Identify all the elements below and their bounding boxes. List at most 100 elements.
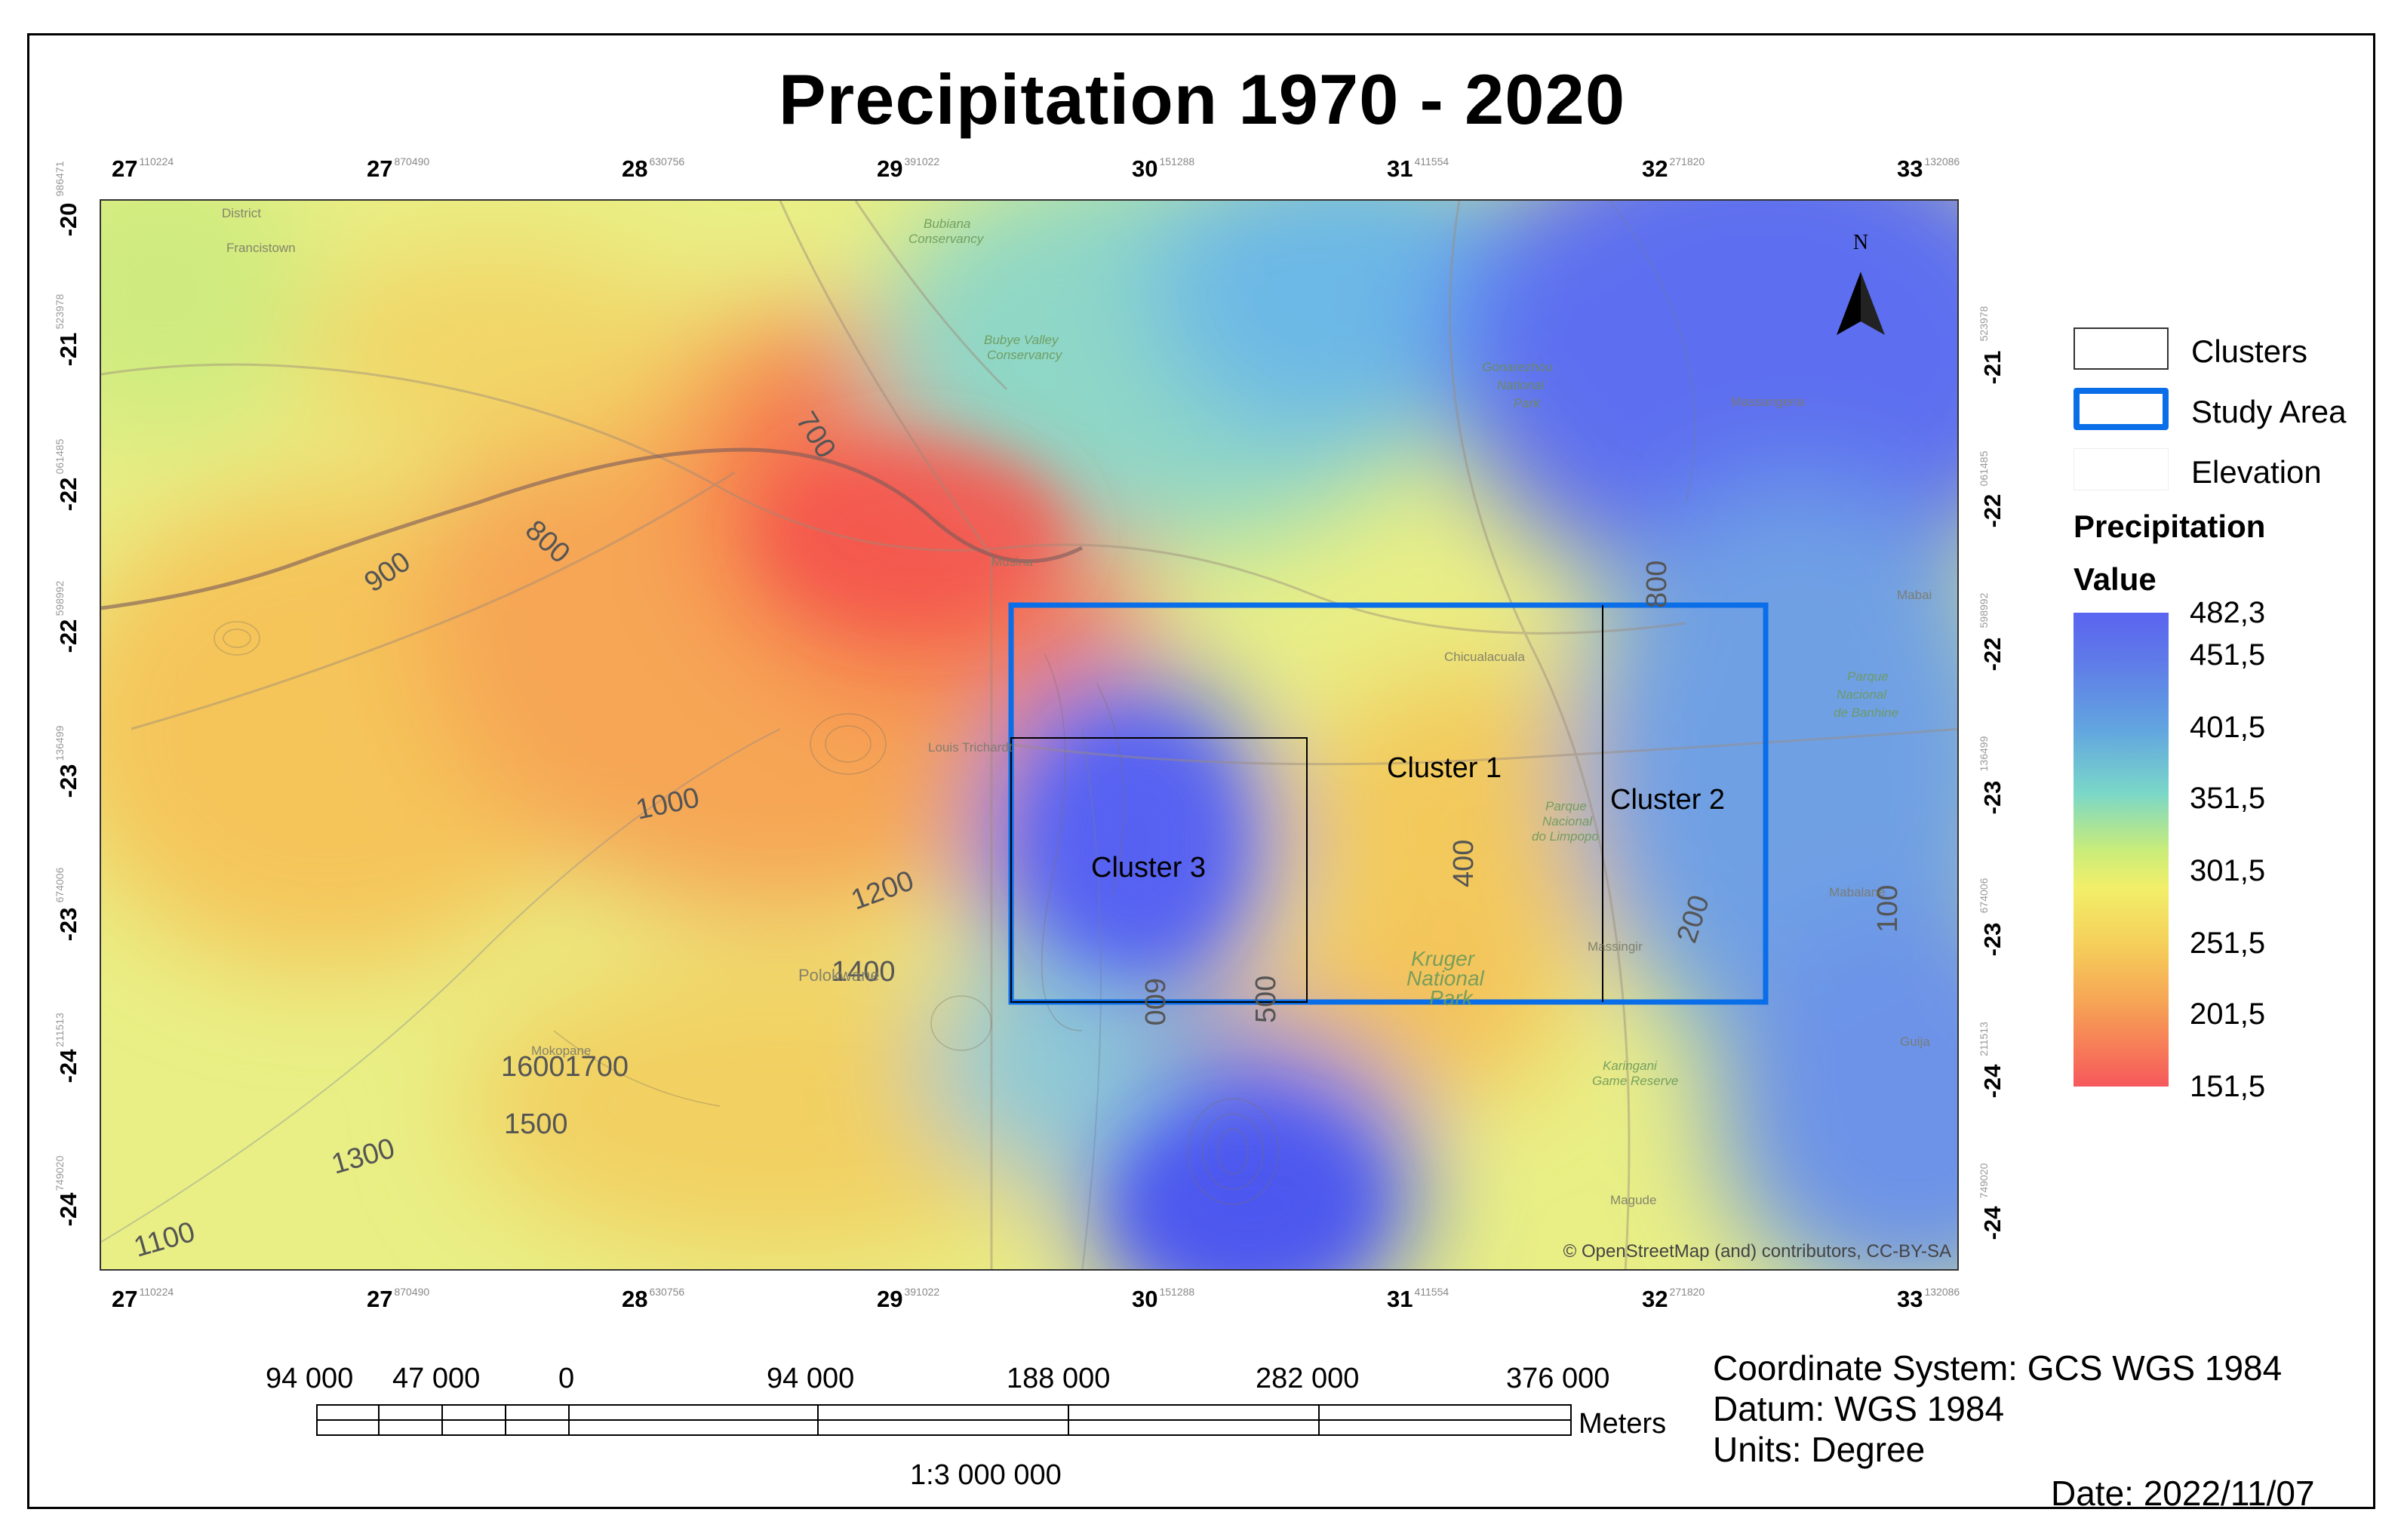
place-label: Parque	[1545, 799, 1587, 813]
place-label: Bubiana	[924, 217, 970, 231]
ramp-label: 251,5	[2190, 927, 2266, 960]
right-tick-sub: 523978	[1978, 306, 1990, 342]
place-label: Francistown	[226, 241, 296, 255]
scale-label: 47 000	[392, 1363, 481, 1394]
legend-heading-precipitation: Precipitation	[2074, 509, 2266, 544]
legend-label-clusters: Clusters	[2191, 334, 2308, 369]
date: Date: 2022/11/07	[2051, 1474, 2315, 1513]
cluster-2-label: Cluster 2	[1610, 784, 1725, 816]
contour-label: 400	[1448, 840, 1480, 887]
elevation-contours	[214, 621, 1279, 1205]
place-label: Conservancy	[987, 348, 1063, 362]
bottom-tick: 30 151288	[1132, 1286, 1195, 1312]
scale-bar-graphic	[316, 1404, 1572, 1436]
place-label: Louis Trichardt	[928, 740, 1013, 755]
place-label: Massingir	[1588, 939, 1643, 954]
ramp-label: 451,5	[2190, 638, 2266, 672]
ramp-label: 301,5	[2190, 854, 2266, 887]
left-tick-sub: 523978	[54, 294, 66, 330]
legend-heading-value: Value	[2074, 561, 2157, 597]
place-label: Massangena	[1731, 395, 1805, 409]
place-label: Parque	[1847, 669, 1889, 684]
map-frame	[27, 33, 2375, 1509]
contour-label: 100	[1872, 885, 1904, 933]
place-label: Mokopane	[531, 1044, 591, 1058]
left-tick-sub: 674006	[54, 867, 66, 903]
scale-label: 94 000	[767, 1363, 855, 1394]
scale-label: 188 000	[1007, 1363, 1111, 1394]
precipitation-color-ramp	[2074, 613, 2169, 1087]
top-tick: 28 630756	[622, 155, 685, 182]
top-tick: 27 870490	[367, 155, 430, 182]
clusters-swatch	[2074, 327, 2169, 370]
top-tick: 29 391022	[877, 155, 940, 182]
right-tick-sub: 211513	[1978, 1022, 1990, 1056]
place-label: Park	[1429, 986, 1474, 1010]
place-label: Chicualacuala	[1444, 650, 1525, 664]
place-label: Game Reserve	[1592, 1074, 1678, 1088]
cluster-3-boundary	[1010, 737, 1308, 1003]
contour-label: 1400	[832, 956, 896, 988]
units: Units: Degree	[1713, 1430, 1926, 1469]
top-tick: 30 151288	[1132, 155, 1195, 182]
left-tick-sub: 136499	[54, 725, 66, 761]
legend-item-study-area: Study Area	[2074, 388, 2398, 433]
study-area-swatch	[2074, 388, 2169, 430]
precipitation-map: N 700 800 900 800 1000 1200 1400 1600170…	[101, 201, 1957, 1269]
place-label: Nacional	[1837, 687, 1887, 702]
right-tick-sub: 598992	[1978, 592, 1990, 629]
place-label: Kruger	[1411, 947, 1476, 970]
contour-label: 16001700	[501, 1051, 629, 1083]
legend-item-clusters: Clusters	[2074, 327, 2398, 373]
basemap-roads	[101, 201, 1957, 1269]
right-tick-sub: 749020	[1978, 1163, 1990, 1199]
place-label: Karingani	[1603, 1059, 1658, 1073]
place-label: Gonarezhou	[1482, 360, 1553, 374]
left-tick-sub: 598992	[54, 580, 66, 616]
left-tick-sub: 749020	[54, 1155, 66, 1191]
datum: Datum: WGS 1984	[1713, 1389, 2005, 1428]
ramp-label: 482,3	[2190, 596, 2266, 629]
top-tick: 31 411554	[1387, 155, 1449, 182]
ramp-label: 351,5	[2190, 782, 2266, 815]
cluster-3-label: Cluster 3	[1091, 852, 1206, 884]
bottom-tick: 29 391022	[877, 1286, 940, 1312]
scale-ratio: 1:3 000 000	[910, 1459, 1062, 1491]
map-canvas[interactable]: N 700 800 900 800 1000 1200 1400 1600170…	[100, 199, 1959, 1271]
top-tick: 32 271820	[1642, 155, 1705, 182]
scale-label: 282 000	[1256, 1363, 1360, 1394]
bottom-tick: 32 271820	[1642, 1286, 1705, 1312]
scale-unit: Meters	[1579, 1408, 1667, 1440]
coordinate-system: Coordinate System: GCS WGS 1984	[1713, 1348, 2283, 1388]
place-label: do Limpopo	[1532, 829, 1599, 844]
contour-label: 800	[1641, 561, 1673, 608]
place-label: Bubye Valley	[984, 333, 1059, 347]
bottom-tick: 28 630756	[622, 1286, 685, 1312]
elevation-swatch	[2074, 448, 2169, 490]
place-label: National	[1497, 378, 1545, 392]
north-label: N	[1853, 231, 1868, 254]
north-arrow-icon: N	[1837, 231, 1885, 335]
ramp-label: 201,5	[2190, 997, 2266, 1031]
cluster-1-label: Cluster 1	[1387, 752, 1502, 784]
place-label: de Banhine	[1834, 705, 1898, 720]
top-tick: 27 110224	[112, 155, 174, 182]
scale-label: 376 000	[1506, 1363, 1610, 1394]
top-tick: 33 132086	[1897, 155, 1960, 182]
scale-label: 94 000	[266, 1363, 354, 1394]
left-tick-sub: 061485	[54, 438, 66, 475]
bottom-tick: 27 110224	[112, 1286, 174, 1312]
attribution: © OpenStreetMap (and) contributors, CC-B…	[1563, 1241, 1951, 1262]
legend-label-elevation: Elevation	[2191, 454, 2322, 490]
place-label: Musina	[991, 555, 1033, 569]
place-label: Mabai	[1897, 588, 1932, 602]
place-label: Nacional	[1542, 814, 1593, 828]
map-title: Precipitation 1970 - 2020	[778, 60, 1626, 139]
contour-label: 500	[1250, 976, 1282, 1023]
bottom-tick: 27 870490	[367, 1286, 430, 1312]
left-tick-sub: 211513	[54, 1013, 66, 1047]
scale-label: 0	[558, 1363, 575, 1394]
place-label: District	[222, 206, 261, 220]
place-label: National	[1406, 967, 1485, 990]
place-label: Conservancy	[908, 232, 985, 246]
